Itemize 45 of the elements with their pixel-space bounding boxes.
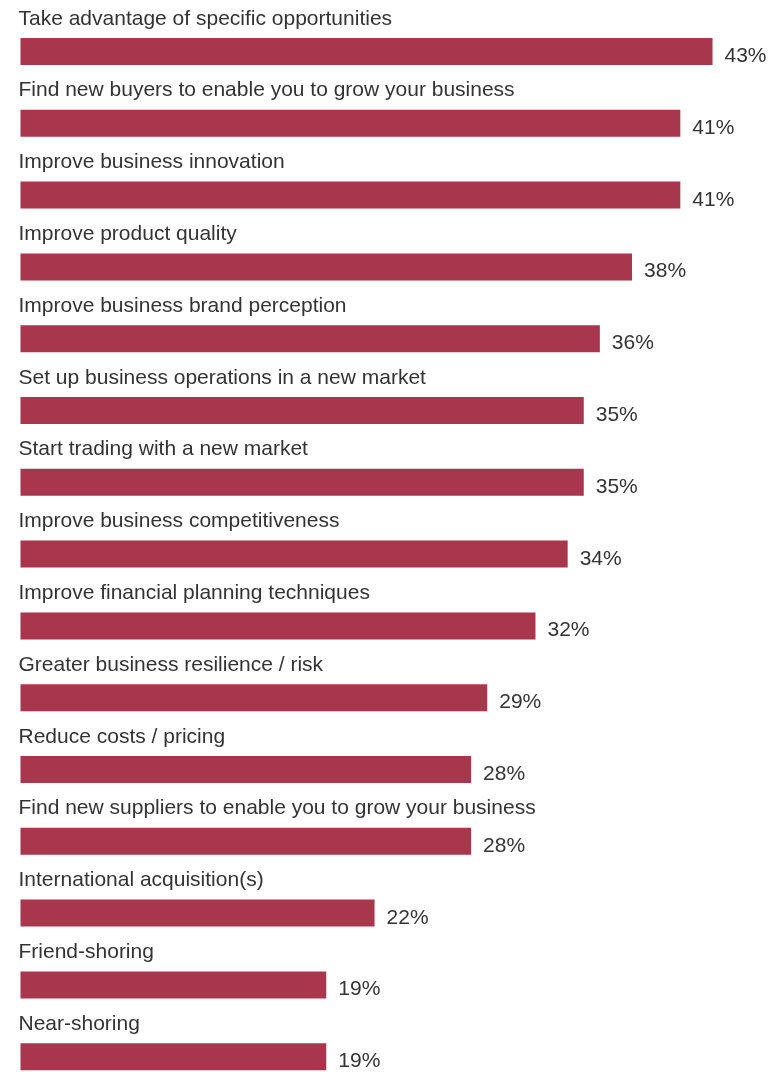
y-tick-label: Start trading with a new market bbox=[18, 436, 309, 460]
data-label: 28% bbox=[483, 761, 526, 784]
bar bbox=[20, 971, 327, 999]
data-label: 22% bbox=[386, 904, 429, 928]
y-tick-label: Find new buyers to enable you to grow your business bbox=[18, 77, 515, 101]
data-label: 32% bbox=[547, 617, 590, 641]
y-tick-label: Reduce costs / pricing bbox=[18, 723, 226, 747]
bar bbox=[20, 612, 536, 640]
data-label: 35% bbox=[595, 402, 638, 425]
bar bbox=[20, 468, 584, 496]
bar bbox=[20, 38, 713, 65]
bar bbox=[20, 253, 633, 281]
bar bbox=[20, 684, 488, 712]
y-tick-label: Improve business competitiveness bbox=[18, 508, 340, 532]
bar bbox=[20, 181, 681, 209]
data-label: 19% bbox=[338, 1048, 381, 1072]
data-label: 34% bbox=[579, 545, 622, 569]
y-tick-label: Improve business brand perception bbox=[18, 292, 347, 316]
data-label: 43% bbox=[724, 43, 767, 66]
y-tick-label: Set up business operations in a new market bbox=[18, 364, 427, 388]
data-label: 41% bbox=[692, 186, 735, 210]
y-tick-label: International acquisition(s) bbox=[18, 867, 264, 891]
data-label: 41% bbox=[692, 114, 735, 138]
bar bbox=[20, 397, 584, 424]
bar bbox=[20, 827, 472, 855]
data-label: 38% bbox=[644, 258, 687, 282]
data-label: 36% bbox=[611, 330, 654, 354]
y-tick-label: Greater business resilience / risk bbox=[18, 651, 324, 675]
bar bbox=[20, 109, 681, 137]
y-tick-label: Near-shoring bbox=[18, 1010, 140, 1034]
data-label: 19% bbox=[338, 976, 381, 1000]
bar bbox=[20, 756, 472, 783]
y-tick-label: Improve business innovation bbox=[18, 149, 285, 173]
data-label: 28% bbox=[483, 832, 526, 856]
data-label: 35% bbox=[595, 473, 638, 497]
y-tick-label: Find new suppliers to enable you to grow your business bbox=[18, 795, 536, 819]
bar bbox=[20, 1043, 327, 1071]
bar bbox=[20, 540, 568, 568]
bar bbox=[20, 325, 600, 353]
data-label: 29% bbox=[499, 689, 542, 713]
y-tick-label: Improve product quality bbox=[18, 220, 238, 244]
bar bbox=[20, 899, 375, 927]
y-tick-label: Improve financial planning techniques bbox=[18, 579, 370, 603]
y-tick-label: Friend-shoring bbox=[18, 938, 154, 962]
y-tick-label: Take advantage of specific opportunities bbox=[18, 5, 393, 29]
